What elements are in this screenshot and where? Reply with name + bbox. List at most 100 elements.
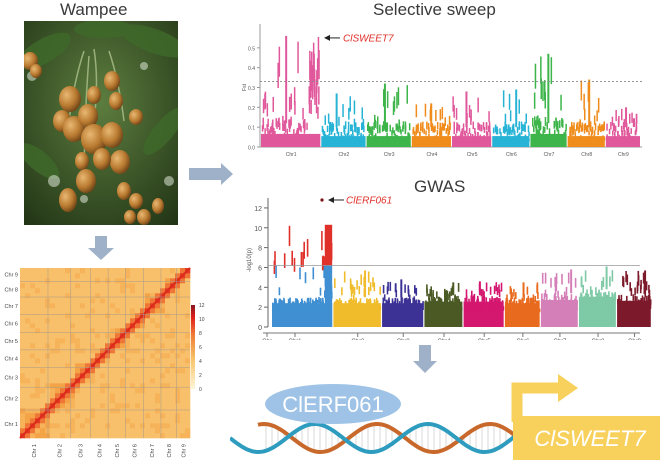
heatmap-cell	[115, 428, 121, 434]
heatmap-cell	[85, 428, 91, 434]
heatmap-cell	[120, 268, 126, 274]
data-point	[597, 97, 600, 113]
heatmap-cell	[70, 408, 76, 414]
data-point	[291, 301, 294, 307]
data-point	[350, 124, 352, 132]
data-point	[413, 301, 415, 307]
heatmap-cell	[55, 323, 61, 329]
heatmap-cell	[90, 348, 96, 354]
heatmap-cell	[130, 368, 136, 374]
heatmap-cell	[65, 428, 71, 434]
data-point	[424, 103, 427, 117]
data-point	[621, 108, 623, 121]
heatmap-cell	[60, 298, 66, 304]
data-point	[487, 137, 489, 141]
heatmap-cell	[130, 378, 136, 384]
heatmap-cell	[125, 408, 131, 414]
data-point	[428, 297, 430, 304]
heatmap-cell	[105, 283, 111, 289]
data-point	[564, 130, 567, 136]
data-point	[405, 297, 408, 304]
heatmap-cell	[50, 398, 56, 404]
data-point	[613, 138, 615, 141]
heatmap-cell	[45, 343, 51, 349]
data-point	[576, 124, 578, 132]
heatmap-cell	[185, 298, 191, 304]
heatmap-cell	[25, 283, 31, 289]
heatmap-cell	[110, 373, 116, 379]
data-point	[432, 290, 434, 298]
heatmap-cell	[50, 338, 56, 344]
data-point	[537, 115, 539, 125]
data-point	[591, 128, 594, 135]
heatmap-cell	[125, 293, 131, 299]
data-point	[513, 303, 515, 308]
heatmap-cell	[150, 368, 156, 374]
data-point	[449, 291, 451, 299]
heatmap-cell	[95, 423, 101, 429]
heatmap-cell	[145, 328, 151, 334]
tf-label: ClERF061	[282, 392, 383, 417]
heatmap-cell	[130, 363, 136, 369]
data-point	[532, 294, 535, 301]
data-point	[293, 258, 296, 272]
data-point	[526, 298, 528, 304]
data-point	[300, 125, 302, 133]
chromosome-points-3	[366, 83, 411, 147]
data-point	[264, 128, 266, 134]
heatmap-cell	[165, 338, 171, 344]
data-point	[375, 297, 378, 304]
heatmap-cell	[130, 358, 136, 364]
peak-point	[364, 270, 367, 298]
heatmap-cell	[170, 278, 176, 284]
heatmap-cell	[100, 313, 106, 319]
heatmap-cell	[145, 283, 151, 289]
heatmap-cell	[130, 393, 136, 399]
heatmap-cell	[130, 333, 136, 339]
data-point	[462, 123, 465, 131]
data-point	[511, 129, 513, 135]
heatmap-cell	[65, 368, 71, 374]
data-point	[382, 285, 385, 294]
data-point	[532, 303, 535, 309]
heatmap-cell	[115, 433, 121, 439]
heatmap-cell	[130, 353, 136, 359]
data-point	[627, 126, 630, 133]
heatmap-cell	[165, 408, 171, 414]
heatmap-cell	[125, 323, 131, 329]
data-point	[353, 100, 356, 115]
heatmap-cell	[25, 363, 31, 369]
heatmap-cell	[35, 383, 41, 389]
data-point	[273, 127, 275, 134]
data-point	[584, 123, 587, 131]
heatmap-cell	[65, 328, 71, 334]
data-point	[452, 298, 454, 304]
data-point	[285, 308, 288, 312]
data-point	[571, 304, 573, 309]
data-point	[406, 85, 408, 104]
heatmap-cell	[25, 323, 31, 329]
heatmap-cell	[85, 308, 91, 314]
heatmap-cell	[65, 373, 71, 379]
data-point	[453, 305, 456, 310]
data-point	[494, 124, 497, 132]
data-point	[509, 304, 511, 309]
data-point	[605, 300, 607, 306]
data-point	[603, 301, 605, 307]
data-point	[505, 137, 507, 141]
data-point	[350, 297, 353, 304]
heatmap-cell	[90, 393, 96, 399]
data-point	[464, 133, 467, 138]
data-point	[476, 299, 478, 306]
data-point	[396, 298, 399, 304]
data-point	[553, 300, 555, 306]
heatmap-cell	[65, 353, 71, 359]
data-point	[264, 91, 267, 109]
heatmap-cell	[165, 333, 171, 339]
data-point	[301, 298, 303, 305]
heatmap-cell	[35, 278, 41, 284]
data-point	[589, 302, 591, 308]
data-point	[291, 250, 293, 266]
heatmap-cell	[135, 413, 141, 419]
heatmap-cell	[130, 298, 136, 304]
